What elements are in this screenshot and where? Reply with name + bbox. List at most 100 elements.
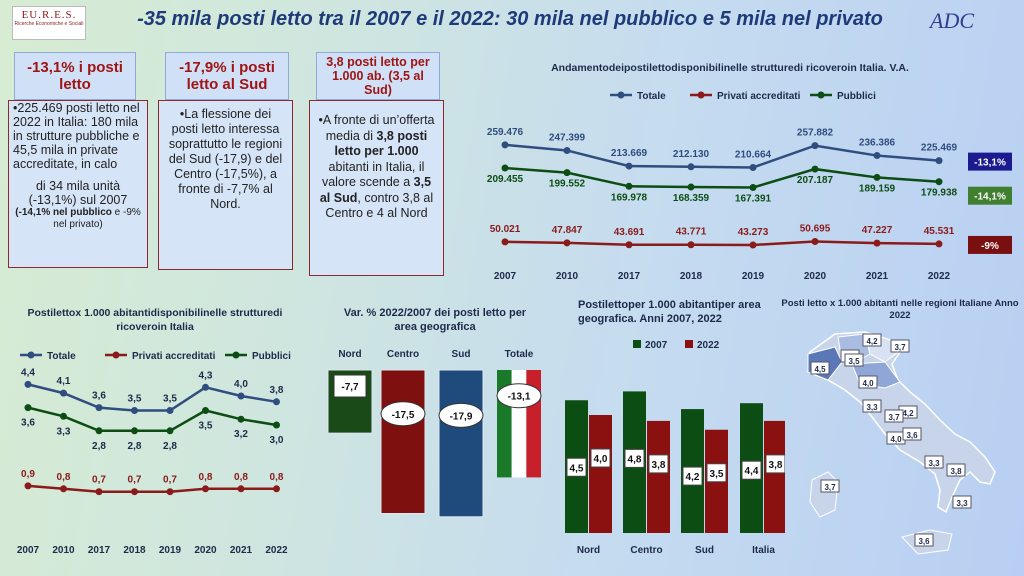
data-label: 225.469 — [921, 143, 958, 154]
data-label: 259.476 — [487, 127, 524, 138]
category-label: Sud — [695, 545, 714, 556]
data-point — [166, 427, 174, 435]
data-label: 0,8 — [57, 472, 71, 483]
data-point — [95, 488, 103, 496]
data-point — [131, 407, 138, 414]
bar-centro-2022 — [647, 420, 670, 533]
map-value-label: 3,3 — [928, 459, 940, 468]
change-badge-2 — [968, 186, 1012, 205]
legend-marker-2 — [817, 91, 825, 99]
x-tick-label: 2010 — [556, 271, 579, 282]
map-value-label: 3,3 — [956, 499, 968, 508]
map-value-box — [844, 353, 864, 367]
change-badge-label-2: -14,1% — [974, 192, 1006, 203]
data-label: 3,6 — [92, 391, 106, 402]
map-value-label: 3,3 — [866, 403, 878, 412]
data-label: 43.691 — [614, 227, 645, 238]
value-label: 3,5 — [710, 469, 724, 480]
data-point — [60, 485, 67, 493]
data-point — [131, 488, 138, 496]
bar-centro — [380, 369, 426, 514]
data-point — [625, 182, 633, 190]
value-label: 3,8 — [652, 460, 666, 471]
series-line-0 — [504, 143, 940, 169]
legend-marker-0 — [27, 351, 35, 359]
data-label: 3,5 — [199, 421, 213, 432]
data-label: 43.273 — [738, 227, 769, 238]
data-label: 199.552 — [549, 179, 586, 190]
data-point — [131, 427, 138, 435]
eures-logo: EU.R.E.S. Ricerche Economiche e Sociali — [12, 6, 86, 40]
data-label: 213.669 — [611, 148, 648, 159]
data-label: 209.455 — [487, 174, 524, 185]
data-point — [501, 141, 509, 149]
data-point — [24, 482, 32, 490]
map-value-label: 3,8 — [950, 467, 962, 476]
map-value-box — [890, 339, 910, 353]
box3-header: 3,8 posti letto per 1.000 ab. (3,5 al Su… — [316, 52, 440, 100]
legend-label-2022: 2022 — [697, 340, 720, 351]
legend-label-2: Pubblici — [837, 91, 876, 102]
chart2-title: Postilettox 1.000 abitantidisponibilinel… — [27, 307, 283, 333]
value-label: 4,5 — [570, 463, 584, 474]
data-point — [873, 239, 881, 247]
data-label: 3,3 — [57, 426, 71, 437]
value-label: -17,5 — [392, 410, 415, 421]
data-point — [563, 169, 571, 177]
legend-marker-1 — [697, 91, 705, 99]
series-line-2 — [27, 406, 277, 433]
data-label: 0,7 — [128, 475, 142, 486]
x-tick-label: 2018 — [680, 271, 703, 282]
x-tick-label: 2020 — [194, 545, 217, 556]
box1-body-a: •225.469 posti letto nel 2022 in Italia:… — [13, 101, 140, 171]
value-label: 4,4 — [745, 466, 759, 477]
box3-body-a: •A fronte di un’offerta media di — [318, 113, 435, 143]
category-label: Italia — [752, 545, 775, 556]
data-label: 43.771 — [676, 227, 707, 238]
chart4-area-bars: 2007 2022 4,5 4,0 Nord 4,8 3,8 Centro 4,2 3,5 Sud 4… — [565, 340, 785, 556]
legend-label-1: Privati accreditati — [717, 91, 801, 102]
data-point — [749, 184, 757, 192]
data-label: 210.664 — [735, 149, 772, 160]
value-label-box — [590, 448, 611, 468]
series-line-1 — [504, 240, 940, 247]
box2-body-a: •La flessione dei posti letto interessa … — [168, 107, 283, 211]
map-value-label: 4,0 — [862, 379, 874, 388]
x-tick-label: 2020 — [804, 271, 827, 282]
bar-sud — [438, 369, 484, 518]
page-title: -35 mila posti letto tra il 2007 e il 20… — [137, 8, 883, 30]
map-value-label: 4,0 — [890, 435, 902, 444]
data-point — [625, 162, 633, 170]
box1-header: -13,1% i posti letto — [14, 52, 136, 100]
data-label: 50.021 — [490, 224, 521, 235]
map-value-label: 4,2 — [902, 409, 914, 418]
logo-subtitle: Ricerche Economiche e Sociali — [14, 21, 84, 27]
box3-body-b: 3,8 posti letto per 1.000 — [334, 128, 428, 159]
map-value-box — [914, 533, 934, 547]
data-point — [273, 421, 280, 429]
data-point — [625, 241, 633, 249]
data-label: 0,7 — [163, 475, 177, 486]
data-label: 247.399 — [549, 132, 586, 143]
map-value-box — [820, 479, 840, 493]
data-point — [501, 238, 509, 246]
data-label: 4,0 — [234, 379, 248, 390]
map-title: Posti letto x 1.000 abitanti nelle regio… — [781, 298, 1019, 321]
box3-body-e: , contro 3,8 al Centro e 4 al Nord — [325, 190, 434, 221]
data-label: 0,8 — [199, 472, 213, 483]
chart4-title: Postilettoper 1.000 abitantiper area geo… — [578, 299, 761, 325]
map-value-box — [884, 409, 904, 423]
data-point — [237, 415, 245, 423]
data-point — [811, 238, 819, 246]
x-tick-label: 2007 — [494, 271, 517, 282]
x-tick-label: 2022 — [928, 271, 951, 282]
x-tick-label: 2021 — [866, 271, 889, 282]
box3-text: •A fronte di un’offerta media di 3,8 pos… — [309, 100, 444, 276]
box2-text: •La flessione dei posti letto interessa … — [158, 100, 293, 270]
value-label: 4,0 — [594, 454, 608, 465]
x-tick-label: 2018 — [123, 545, 146, 556]
data-point — [687, 183, 695, 191]
x-tick-label: 2022 — [265, 545, 288, 556]
data-point — [935, 240, 943, 248]
data-label: 3,6 — [21, 418, 35, 429]
